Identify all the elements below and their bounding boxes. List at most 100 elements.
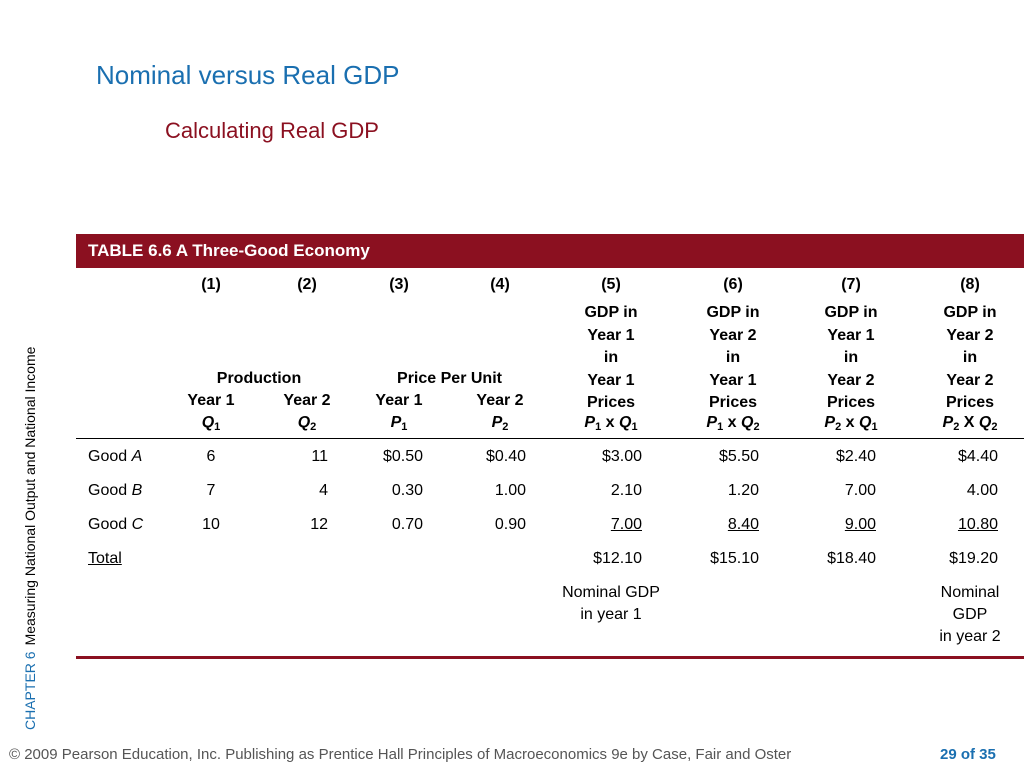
- gdp-header-line: in: [962, 349, 978, 366]
- table-cell: 12: [310, 516, 328, 533]
- formula-price-variable: P: [942, 414, 954, 431]
- symbol-variable: P: [491, 414, 503, 431]
- gdp-formula: P1 x Q1: [556, 412, 666, 434]
- total-cell: $15.10: [710, 550, 759, 567]
- row-label-prefix: Good: [88, 482, 132, 499]
- gdp-header-line: in: [603, 349, 619, 366]
- table-cell: 9.00: [844, 516, 876, 533]
- column-number: (3): [389, 276, 409, 293]
- gdp-header-line: Year 2: [946, 371, 994, 389]
- table-cell: $3.00: [601, 448, 642, 465]
- formula-price-subscript: 1: [595, 421, 602, 433]
- formula-operator: x: [841, 414, 859, 431]
- gdp-header-line: Prices: [945, 394, 995, 411]
- year-label: Year 2: [476, 392, 524, 409]
- column-number: (7): [841, 276, 861, 293]
- gdp-header-line: Prices: [586, 394, 636, 411]
- header-divider: [76, 438, 1024, 439]
- formula-quantity-variable: Q: [619, 414, 632, 431]
- formula-quantity-variable: Q: [859, 414, 872, 431]
- row-label: Good A: [88, 446, 178, 468]
- formula-quantity-variable: Q: [741, 414, 754, 431]
- table-cell: 8.40: [727, 516, 759, 533]
- total-cell: $19.20: [949, 550, 998, 567]
- table-cell: 7.00: [610, 516, 642, 533]
- table-bottom-rule: [76, 656, 1024, 659]
- symbol-label: P2: [445, 412, 555, 434]
- symbol-subscript: 2: [502, 421, 509, 433]
- row-label: Good C: [88, 514, 178, 536]
- footer-copyright: © 2009 Pearson Education, Inc. Publishin…: [9, 746, 792, 763]
- table-cell: 10.80: [957, 516, 998, 533]
- table-cell: 7: [206, 482, 216, 499]
- gdp-formula: P2 x Q1: [796, 412, 906, 434]
- formula-price-variable: P: [706, 414, 718, 431]
- formula-quantity-variable: Q: [978, 414, 992, 431]
- table-caption: TABLE 6.6 A Three-Good Economy: [76, 234, 1024, 268]
- gdp-header-line: in: [843, 349, 859, 366]
- gdp-header-line: Prices: [826, 394, 876, 411]
- table-cell: $2.40: [835, 448, 876, 465]
- symbol-label: Q2: [252, 412, 362, 434]
- table-cell: 4.00: [966, 482, 998, 499]
- row-label-letter: A: [131, 448, 143, 465]
- gdp-header-line: GDP in: [824, 304, 878, 321]
- symbol-variable: Q: [201, 414, 215, 431]
- gdp-header-line: Year 2: [946, 326, 994, 344]
- page-indicator: 29 of 35: [940, 746, 996, 763]
- row-label-letter: C: [131, 516, 144, 533]
- formula-price-subscript: 2: [835, 421, 842, 433]
- formula-price-subscript: 1: [717, 421, 724, 433]
- formula-quantity-subscript: 2: [753, 421, 760, 433]
- three-good-economy-table: (1) (2) (3) (4) (5) (6) (7) (8) Production Price …: [76, 268, 1024, 660]
- formula-operator: x: [601, 414, 619, 431]
- gdp-header-line: Prices: [708, 394, 758, 411]
- table-cell: 0.90: [494, 516, 526, 533]
- nominal-gdp-year2-note: Nominal: [940, 584, 1000, 601]
- gdp-header-line: Year 1: [587, 371, 635, 389]
- gdp-formula: P1 x Q2: [678, 412, 788, 434]
- gdp-header-line: Year 1: [587, 326, 635, 344]
- row-label-prefix: Good: [88, 516, 132, 533]
- table-cell: 1.00: [494, 482, 526, 499]
- total-cell: $12.10: [593, 550, 642, 567]
- year-label: Year 1: [375, 392, 423, 409]
- year-label: Year 1: [187, 392, 235, 409]
- table-cell: 10: [202, 516, 220, 533]
- row-label-letter: B: [131, 482, 143, 499]
- symbol-label: Q1: [156, 412, 266, 434]
- chapter-side-label: CHAPTER 6 Measuring National Output and N…: [22, 347, 38, 730]
- formula-quantity-subscript: 2: [991, 421, 998, 433]
- symbol-subscript: 1: [401, 421, 408, 433]
- slide-subtitle: Calculating Real GDP: [165, 118, 379, 143]
- column-number: (5): [601, 276, 621, 293]
- symbol-subscript: 2: [310, 421, 317, 433]
- gdp-header-line: Year 2: [827, 371, 875, 389]
- symbol-label: P1: [344, 412, 454, 434]
- formula-operator: X: [959, 414, 979, 431]
- table-cell: $5.50: [718, 448, 759, 465]
- formula-price-variable: P: [584, 414, 596, 431]
- row-label: Good B: [88, 480, 178, 502]
- table-cell: 7.00: [844, 482, 876, 499]
- group-label-production: Production: [216, 370, 302, 387]
- row-label-prefix: Good: [88, 448, 132, 465]
- gdp-header-line: GDP in: [706, 304, 760, 321]
- total-cell: $18.40: [827, 550, 876, 567]
- chapter-title: Measuring National Output and National I…: [22, 346, 38, 646]
- slide-title: Nominal versus Real GDP: [96, 60, 400, 90]
- year-label: Year 2: [283, 392, 331, 409]
- nominal-gdp-year2-note: GDP: [952, 606, 988, 623]
- gdp-formula: P2 X Q2: [915, 412, 1024, 434]
- symbol-variable: P: [390, 414, 402, 431]
- group-label-price-per-unit: Price Per Unit: [397, 370, 502, 387]
- gdp-header-line: in: [725, 349, 741, 366]
- table-cell: $0.50: [382, 448, 423, 465]
- column-number: (4): [490, 276, 510, 293]
- table-cell: 1.20: [727, 482, 759, 499]
- formula-operator: x: [723, 414, 741, 431]
- table-cell: 0.30: [391, 482, 423, 499]
- column-number: (1): [201, 276, 221, 293]
- gdp-header-line: Year 1: [709, 371, 757, 389]
- total-label: Total: [88, 550, 122, 567]
